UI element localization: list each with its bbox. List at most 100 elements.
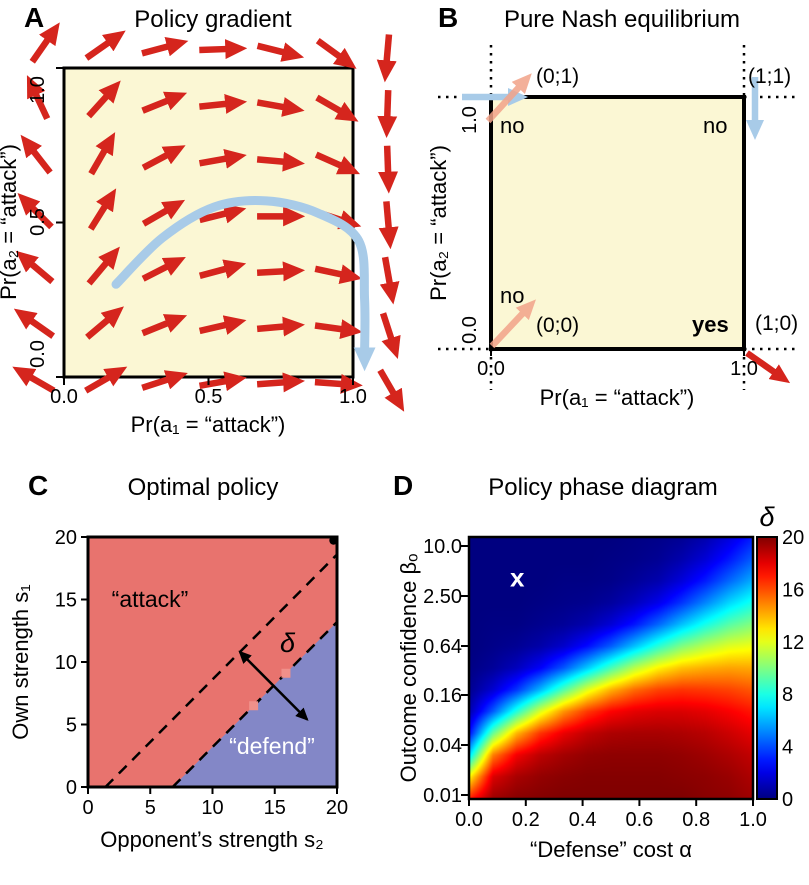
panel-letter-d: D: [393, 470, 413, 501]
policy-gradient-arrow: [379, 312, 401, 359]
panel-d-xlabel: “Defense” cost α: [530, 837, 692, 862]
policy-gradient-arrow: [256, 316, 305, 337]
policy-gradient-arrow: [141, 145, 186, 171]
panel-a-title: Policy gradient: [134, 6, 292, 33]
panel-c: C Optimal policy “attack” “defend” δ 0 5 1…: [8, 470, 348, 852]
y-tick-label: 0.5: [27, 208, 49, 236]
panel-d: D Policy phase diagram x 0.0 0.2 0.4 0.6 0.8…: [393, 470, 804, 862]
policy-gradient-arrow: [86, 80, 121, 119]
corner-label-01: (0;1): [536, 65, 579, 88]
equilibrium-answer-01: no: [500, 113, 524, 138]
panel-letter-c: C: [28, 470, 48, 501]
y-tick-label: 0.64: [423, 636, 462, 658]
policy-gradient-arrow: [198, 371, 247, 392]
panel-d-ticks: 0.0 0.2 0.4 0.6 0.8 1.0 0.01 0.04 0.16 0.64 2.50 10…: [423, 536, 767, 831]
y-tick-label: 5: [66, 715, 77, 737]
policy-gradient-arrow: [141, 199, 186, 227]
gradient-arrow-faded: [485, 73, 532, 124]
corner-label-00: (0;0): [536, 314, 579, 337]
policy-gradient-arrow: [315, 38, 357, 69]
policy-gradient-arrow: [29, 22, 60, 64]
panel-b-xlabel: Pr(a₁ = “attack”): [540, 385, 695, 410]
panel-c-title: Optimal policy: [128, 474, 279, 501]
panel-letter-b: B: [438, 2, 458, 33]
policy-gradient-arrow: [84, 366, 128, 394]
band-marker-point: [281, 668, 291, 678]
x-tick-label: 0: [82, 797, 93, 819]
x-tick-label: 0.2: [512, 809, 540, 831]
y-tick-label: 0.16: [423, 685, 462, 707]
panel-c-ylabel: Own strength s₁: [8, 584, 33, 739]
equilibrium-answer-10: yes: [692, 312, 729, 337]
policy-gradient-arrow: [314, 319, 363, 339]
y-tick-label: 15: [55, 590, 77, 612]
panel-d-title: Policy phase diagram: [488, 474, 717, 501]
x-tick-label: 20: [326, 797, 348, 819]
y-tick-label: 1.0: [459, 106, 481, 134]
x-tick-label: 0.0: [477, 358, 505, 380]
heatmap-border: [467, 535, 755, 801]
equilibrium-answer-00: no: [500, 283, 524, 308]
x-tick-label: 5: [145, 797, 156, 819]
gradient-arrow-faded: [489, 299, 536, 349]
y-tick-label: 0.01: [423, 785, 462, 807]
policy-gradient-arrow: [141, 36, 189, 57]
policy-gradient-arrow: [85, 306, 124, 340]
policy-gradient-arrow: [199, 93, 248, 114]
x-tick-label: 0.4: [569, 809, 597, 831]
policy-gradient-arrow: [141, 314, 188, 337]
y-tick-label: 10: [55, 652, 77, 674]
panel-b-title: Pure Nash equilibrium: [504, 6, 740, 33]
panel-a-xlabel: Pr(a₁ = “attack”): [131, 412, 286, 437]
panel-b-ticks: 0.0 1.0 0.0 1.0: [459, 106, 758, 380]
colorbar: [756, 536, 778, 800]
policy-gradient-arrow: [256, 261, 306, 282]
panel-c-ticks: 0 5 10 15 20 0 5 10 15 20: [55, 527, 348, 819]
policy-gradient-arrow: [377, 89, 398, 139]
panel-d-ylabel: Outcome confidence βₒ: [396, 554, 421, 783]
policy-phase-heatmap: [469, 537, 753, 799]
policy-gradient-arrow: [198, 148, 247, 169]
policy-gradient-arrow: [17, 192, 54, 230]
policy-gradient-arrow: [198, 315, 247, 335]
nash-corner-arrows: [462, 73, 791, 384]
y-tick-label: 0.0: [27, 340, 49, 368]
y-tick-label: 10.0: [423, 536, 462, 558]
x-tick-label: 0.5: [195, 386, 223, 408]
attack-region-label: “attack”: [112, 586, 189, 612]
policy-gradient-arrow: [15, 250, 55, 285]
policy-gradient-arrow: [378, 201, 399, 250]
policy-gradient-arrow: [198, 203, 247, 224]
policy-gradient-arrow: [84, 30, 126, 61]
band-width-delta-label: δ: [280, 628, 296, 658]
band-marker-point: [249, 701, 259, 711]
corner-label-10: (1;0): [755, 312, 798, 335]
policy-gradient-arrow: [256, 151, 305, 172]
policy-gradient-arrow: [20, 134, 53, 175]
policy-gradient-arrow: [379, 256, 400, 305]
panel-c-xlabel: Opponent’s strength s₂: [100, 827, 323, 852]
policy-gradient-arrow: [26, 75, 51, 121]
policy-gradient-arrow: [198, 259, 247, 279]
panel-b-ylabel: Pr(a₂ = “attack”): [426, 145, 451, 301]
x-tick-label: 15: [264, 797, 286, 819]
policy-gradient-arrow: [86, 246, 120, 286]
colorbar-tick-label: 16: [782, 579, 804, 601]
policy-gradient-arrow: [256, 372, 305, 393]
y-tick-label: 0: [66, 777, 77, 799]
policy-gradient-arrow: [88, 132, 116, 176]
colorbar-tick-label: 8: [782, 684, 793, 706]
policy-gradient-arrow: [141, 370, 188, 391]
policy-gradient-arrow: [256, 97, 305, 117]
policy-gradient-arrow: [141, 91, 188, 114]
y-tick-label: 0.04: [423, 735, 462, 757]
y-tick-label: 0.0: [459, 316, 481, 344]
panel-a-ticks: 0.0 0.5 1.0 0.0 0.5 1.0: [27, 67, 367, 408]
policy-gradient-arrow: [315, 94, 359, 122]
policy-trajectory-arrow: [111, 196, 376, 372]
x-tick-label: 1.0: [739, 809, 767, 831]
optimal-policy-regions: [88, 536, 338, 788]
panel-a-ylabel: Pr(a₂ = “attack”): [0, 144, 21, 300]
x-tick-label: 0.0: [50, 386, 78, 408]
